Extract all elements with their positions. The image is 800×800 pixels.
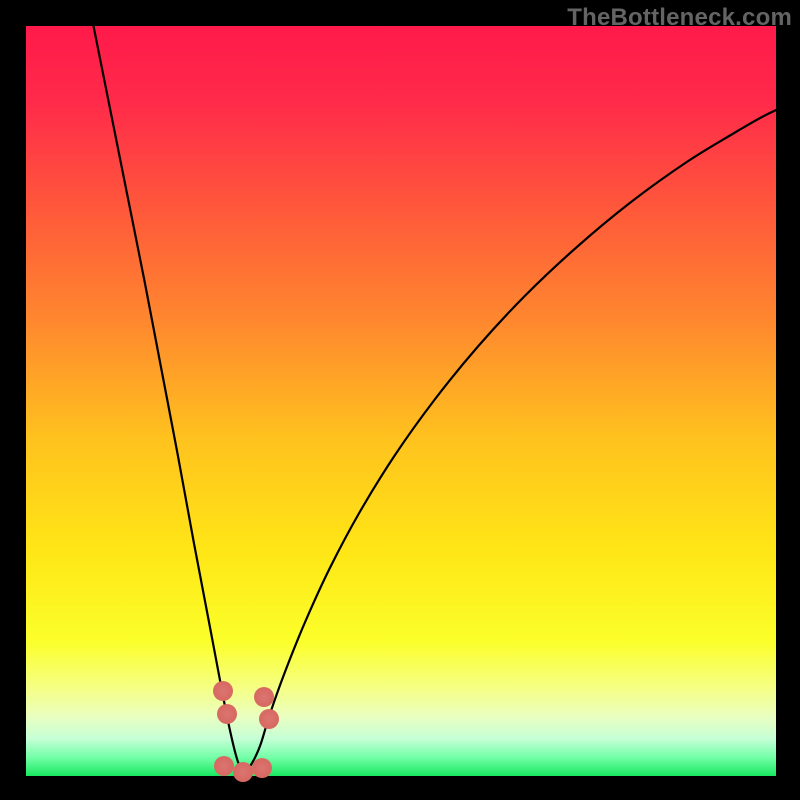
data-marker xyxy=(252,758,272,778)
data-marker xyxy=(259,709,279,729)
data-marker xyxy=(254,687,274,707)
plot-area xyxy=(26,26,776,776)
bottleneck-curve xyxy=(94,26,777,772)
data-marker xyxy=(217,704,237,724)
chart-frame: TheBottleneck.com xyxy=(0,0,800,800)
data-marker xyxy=(233,762,253,782)
curve-layer xyxy=(26,26,776,776)
watermark-text: TheBottleneck.com xyxy=(567,4,792,32)
data-marker xyxy=(214,756,234,776)
data-marker xyxy=(213,681,233,701)
